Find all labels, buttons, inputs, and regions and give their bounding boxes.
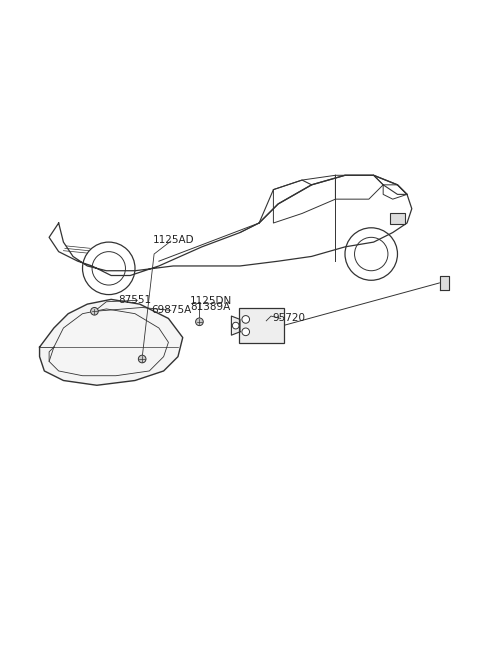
Circle shape xyxy=(91,308,98,315)
Circle shape xyxy=(138,355,146,363)
Text: 81389A: 81389A xyxy=(190,302,230,312)
Polygon shape xyxy=(441,276,449,290)
Circle shape xyxy=(196,318,203,325)
FancyBboxPatch shape xyxy=(390,213,405,224)
Circle shape xyxy=(242,316,250,323)
Circle shape xyxy=(242,328,250,336)
Polygon shape xyxy=(231,316,240,335)
Polygon shape xyxy=(39,299,183,385)
Text: 69875A: 69875A xyxy=(152,305,192,316)
Text: 95720: 95720 xyxy=(272,313,305,323)
Circle shape xyxy=(232,322,239,329)
Text: 1125DN: 1125DN xyxy=(190,297,232,306)
Text: 87551: 87551 xyxy=(118,295,151,305)
FancyBboxPatch shape xyxy=(239,308,284,343)
Text: 1125AD: 1125AD xyxy=(153,235,195,245)
